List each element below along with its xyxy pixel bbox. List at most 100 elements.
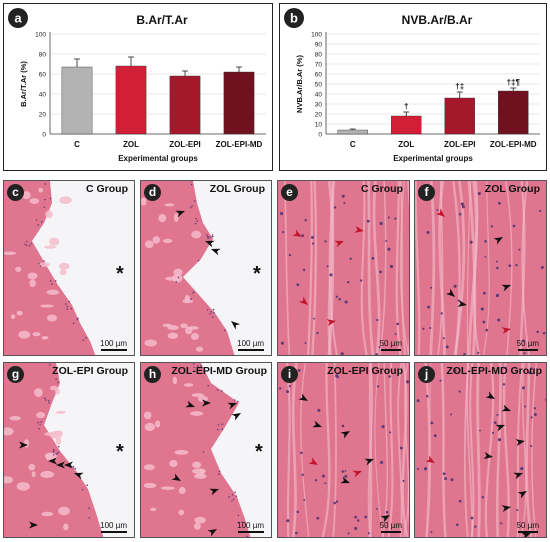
- osteocyte-nucleus: [341, 470, 345, 473]
- vascular-canal: [16, 310, 23, 316]
- tissue-image: [141, 363, 271, 537]
- lamellar-line: [291, 363, 298, 537]
- vascular-canal: [155, 420, 161, 428]
- arrowhead-marker: [501, 327, 511, 335]
- osteocyte-nucleus: [333, 501, 336, 505]
- osteocyte-nucleus: [469, 240, 473, 244]
- arrowhead-marker: [517, 491, 527, 499]
- cell-nucleus: [202, 451, 205, 453]
- osteocyte-nucleus: [477, 351, 480, 354]
- panel-letter: a: [14, 11, 22, 26]
- bar: [61, 66, 93, 135]
- osteocyte-nucleus: [344, 469, 347, 472]
- vascular-canal: [144, 339, 157, 347]
- osteocyte-nucleus: [453, 284, 457, 288]
- x-tick-label: ZOL-EPI: [169, 140, 201, 149]
- vascular-canal: [23, 439, 30, 448]
- osteocyte-nucleus: [444, 477, 447, 481]
- x-tick-label: ZOL-EPI: [444, 140, 476, 149]
- x-tick-label: C: [74, 140, 80, 149]
- lamellar-line: [307, 181, 313, 355]
- arrowhead-marker: [298, 296, 308, 305]
- osteocyte-nucleus: [366, 219, 370, 223]
- lamellar-line: [321, 363, 331, 537]
- osteocyte-nucleus: [278, 387, 282, 390]
- cell-nucleus: [234, 491, 236, 493]
- osteocyte-nucleus: [484, 240, 487, 243]
- scale-bar: 100 µm: [100, 339, 127, 351]
- vascular-canal: [173, 212, 179, 222]
- arrowhead-marker: [501, 404, 511, 412]
- asterisk-marker: *: [116, 263, 124, 285]
- cell-nucleus: [82, 339, 85, 342]
- osteocyte-nucleus: [429, 326, 432, 330]
- lamellar-line: [367, 181, 375, 355]
- cell-nucleus: [52, 448, 55, 451]
- cell-nucleus: [211, 234, 214, 236]
- osteocyte-nucleus: [360, 279, 363, 282]
- vascular-canal: [40, 470, 55, 479]
- osteocyte-nucleus: [282, 231, 285, 234]
- cell-nucleus: [39, 265, 42, 267]
- cell-nucleus: [212, 235, 214, 238]
- cell-nucleus: [200, 364, 202, 367]
- vascular-canal: [31, 471, 36, 478]
- panel-letter-badge: [8, 8, 28, 28]
- osteocyte-nucleus: [335, 500, 339, 503]
- osteocyte-nucleus: [396, 322, 400, 326]
- osteocyte-nucleus: [381, 425, 385, 429]
- osteocyte-nucleus: [480, 307, 484, 311]
- lamellar-line: [467, 181, 478, 355]
- osteocyte-nucleus: [389, 264, 394, 269]
- y-tick-label: 40: [315, 92, 323, 99]
- osteocyte-nucleus: [335, 374, 339, 378]
- vascular-canal: [49, 385, 58, 391]
- tissue-image: [141, 181, 271, 355]
- arrowhead-marker: [29, 521, 38, 529]
- histology-panel-h: h ZOL-EPI-MD Group * 100 µm: [140, 362, 272, 538]
- y-tick-label: 80: [39, 52, 47, 59]
- asterisk-marker: *: [116, 441, 124, 463]
- vascular-canal: [43, 245, 57, 249]
- arrowhead-marker: [231, 413, 241, 421]
- vascular-canal: [172, 376, 178, 385]
- cell-nucleus: [88, 517, 91, 519]
- panel-letter: d: [144, 184, 161, 201]
- osteocyte-nucleus: [427, 305, 431, 309]
- vascular-canal: [15, 266, 22, 272]
- arrowhead-marker: [364, 458, 374, 466]
- lamellar-line: [415, 181, 421, 355]
- cell-nucleus: [193, 200, 196, 202]
- arrowhead-marker: [185, 400, 195, 408]
- vascular-canal: [150, 507, 157, 512]
- osteocyte-nucleus: [504, 366, 507, 370]
- vascular-canal: [169, 459, 178, 468]
- arrowhead-marker: [171, 473, 181, 481]
- cell-nucleus: [43, 397, 46, 400]
- scale-label: 50 µm: [516, 339, 539, 348]
- cell-nucleus: [237, 521, 240, 524]
- cell-nucleus: [208, 236, 210, 238]
- y-axis-label: NVB.Ar/B.Ar (%): [295, 55, 304, 113]
- osteocyte-nucleus: [530, 445, 533, 448]
- osteocyte-nucleus: [502, 383, 506, 386]
- vascular-canal: [180, 323, 188, 329]
- chart-b: b NVB.Ar/B.Ar 0 10 20 30 40 50 60 70 80 90 100 NVB.Ar…: [284, 8, 540, 163]
- osteocyte-nucleus: [461, 205, 465, 209]
- vascular-canal: [10, 314, 16, 320]
- osteocyte-nucleus: [288, 253, 292, 257]
- osteocyte-nucleus: [338, 297, 341, 301]
- cell-nucleus: [57, 451, 60, 454]
- vascular-canal: [53, 430, 63, 436]
- cell-nucleus: [52, 453, 55, 456]
- osteocyte-nucleus: [493, 421, 497, 425]
- osteocyte-nucleus: [357, 519, 360, 522]
- cell-nucleus: [206, 309, 209, 311]
- lamellar-line: [399, 181, 407, 355]
- osteocyte-nucleus: [521, 386, 525, 390]
- osteocyte-nucleus: [512, 224, 516, 228]
- osteocyte-nucleus: [416, 399, 420, 403]
- osteocyte-nucleus: [456, 523, 459, 527]
- vascular-canal: [59, 196, 72, 204]
- osteocyte-nucleus: [354, 515, 357, 519]
